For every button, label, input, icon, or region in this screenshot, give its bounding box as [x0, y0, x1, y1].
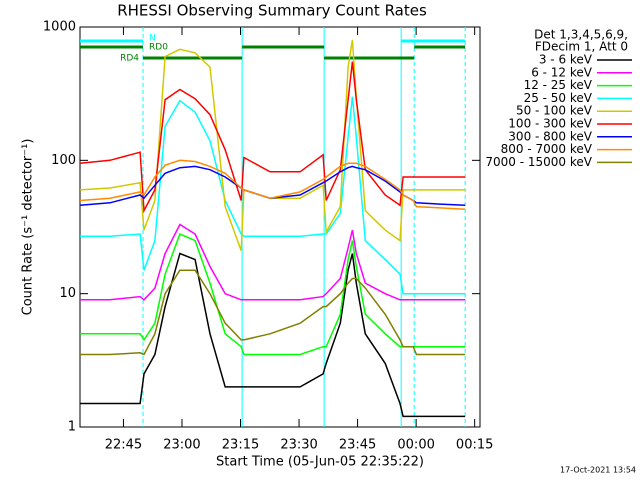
y-tick-label: 10 — [59, 286, 76, 301]
y-axis-label: Count Rate (s⁻¹ detector⁻¹) — [21, 139, 36, 316]
legend-header: FDecim 1, Att 0 — [535, 40, 628, 54]
timestamp: 17-Oct-2021 13:54 — [560, 466, 636, 475]
chart-title: RHESSI Observing Summary Count Rates — [117, 2, 427, 20]
flag-label: RD0 — [149, 43, 168, 53]
legend-label: 6 - 12 keV — [531, 65, 593, 79]
x-tick-label: 23:00 — [163, 438, 200, 453]
legend-label: 3 - 6 keV — [539, 53, 593, 67]
x-tick-label: 00:00 — [397, 438, 434, 453]
plot-frame — [79, 26, 481, 428]
x-axis-label: Start Time (05-Jun-05 22:35:22) — [216, 455, 424, 470]
x-tick-label: 22:45 — [105, 438, 142, 453]
flag-label: N — [149, 34, 156, 44]
series-line — [80, 252, 466, 418]
legend-header: Det 1,3,4,5,6,9, — [534, 28, 628, 42]
series-line — [79, 39, 466, 251]
legend-label: 12 - 25 keV — [524, 78, 593, 92]
y-tick-label: 100 — [51, 153, 76, 168]
x-tick-label: 00:15 — [456, 438, 493, 453]
series-line — [80, 223, 466, 301]
series-line — [79, 159, 466, 210]
legend-label: 25 - 50 keV — [524, 91, 593, 105]
y-tick-label: 1 — [68, 420, 76, 435]
x-tick-label: 23:30 — [280, 438, 317, 453]
x-tick-label: 23:45 — [339, 438, 376, 453]
legend-label: 300 - 800 keV — [508, 129, 592, 143]
y-tick-label: 1000 — [43, 20, 76, 35]
flag-label: RD4 — [120, 54, 139, 64]
series-line — [80, 96, 466, 295]
legend-label: 100 - 300 keV — [508, 117, 592, 131]
x-tick-label: 23:15 — [222, 438, 259, 453]
legend-label: 7000 - 15000 keV — [485, 155, 592, 169]
series-line — [80, 269, 466, 356]
legend-label: 50 - 100 keV — [516, 104, 593, 118]
legend-label: 800 - 7000 keV — [501, 142, 593, 156]
series-line — [80, 232, 466, 356]
